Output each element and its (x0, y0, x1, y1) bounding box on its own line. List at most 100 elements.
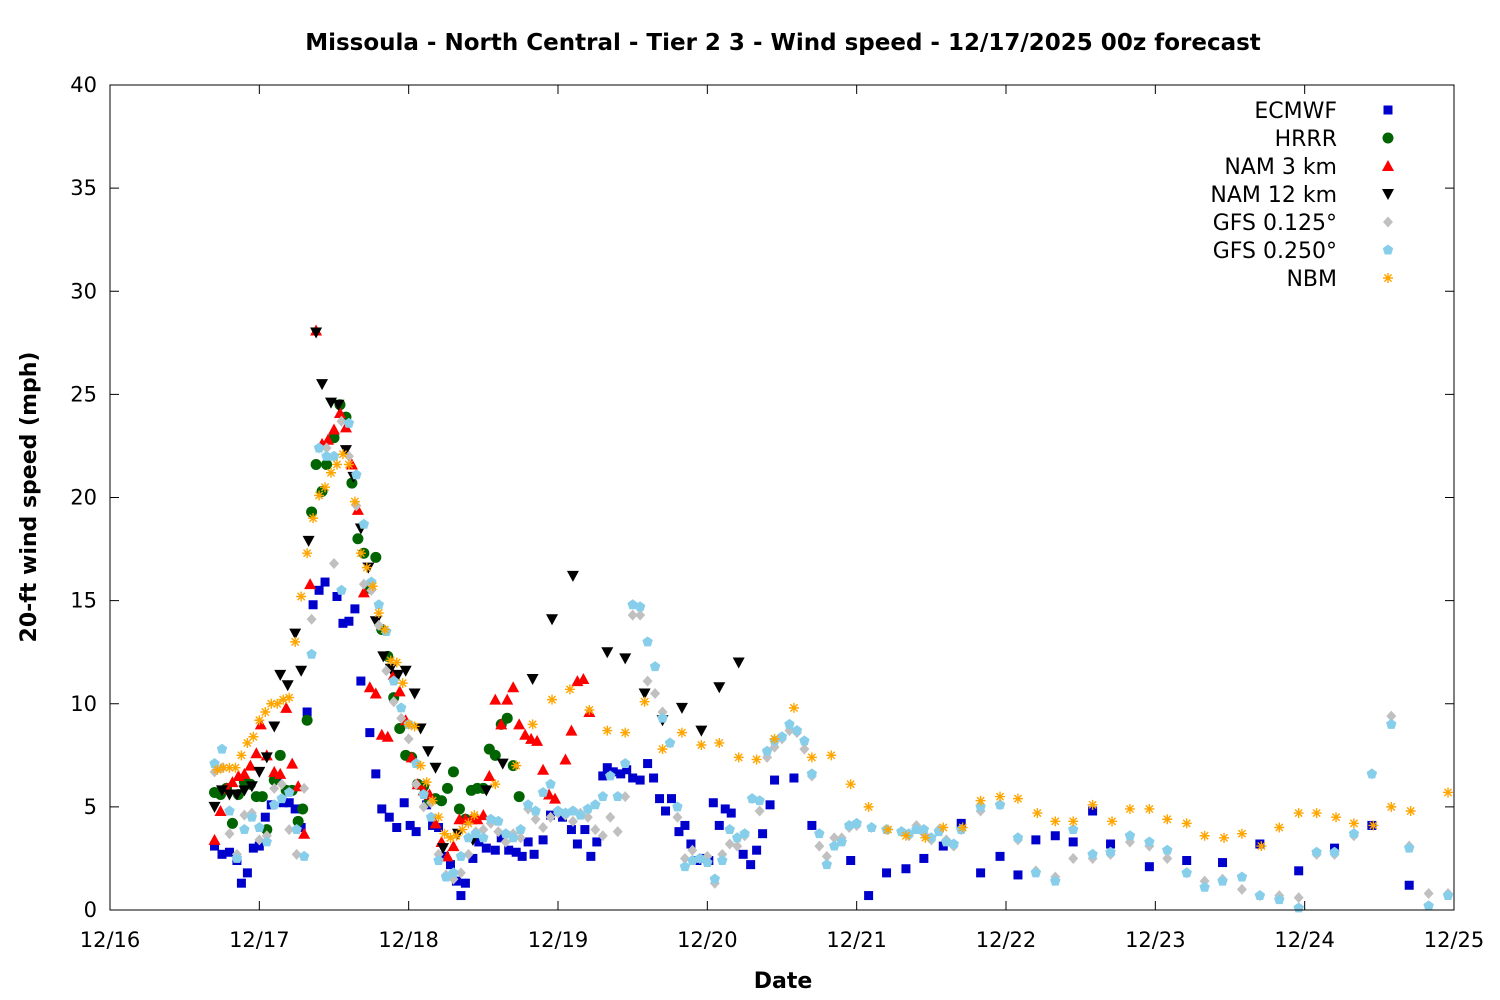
data-point (1423, 900, 1434, 911)
data-point (948, 838, 959, 849)
data-point (1256, 841, 1267, 852)
data-point (511, 847, 521, 857)
data-point (344, 616, 354, 626)
data-point (829, 840, 840, 851)
data-point (635, 609, 646, 621)
data-point (274, 749, 286, 761)
data-point (230, 762, 241, 773)
data-point (328, 423, 340, 435)
data-point (1032, 808, 1043, 819)
data-point (517, 851, 527, 861)
data-point (297, 803, 309, 815)
data-point (246, 811, 258, 822)
data-point (377, 804, 387, 814)
legend-label: NAM 3 km (1224, 155, 1337, 180)
data-point (328, 450, 340, 461)
data-point (343, 417, 355, 428)
data-point (314, 585, 324, 595)
data-point (1199, 881, 1210, 892)
data-point (408, 688, 421, 700)
data-point (1311, 808, 1322, 819)
legend-item: HRRR (1275, 127, 1394, 152)
data-point (453, 803, 465, 815)
data-point (480, 785, 493, 797)
data-point (218, 762, 229, 773)
data-point (336, 415, 347, 427)
data-point (478, 832, 489, 843)
data-point (1068, 816, 1079, 827)
data-point (863, 801, 874, 812)
data-point (565, 724, 578, 736)
data-point (754, 805, 765, 817)
data-point (527, 719, 538, 730)
data-point (254, 822, 265, 832)
data-point (1144, 803, 1155, 814)
data-point (501, 712, 513, 724)
data-point (1403, 842, 1415, 853)
data-point (577, 673, 590, 684)
data-point (370, 551, 382, 563)
data-point (814, 828, 825, 839)
data-point (373, 619, 384, 631)
data-point (799, 743, 810, 755)
data-point (363, 681, 376, 693)
data-point (1031, 835, 1041, 845)
data-point (938, 822, 949, 833)
data-point (283, 786, 295, 797)
data-point (217, 849, 227, 859)
data-point (642, 675, 653, 687)
legend-item: ECMWF (1254, 99, 1393, 124)
legend: ECMWF HRRR NAM 3 km NAM 12 km GFS 0.125° GFS … (1210, 99, 1394, 292)
data-point (1162, 814, 1173, 825)
data-point (529, 849, 539, 859)
data-point (900, 830, 911, 841)
data-point (1217, 875, 1228, 886)
data-point (493, 815, 504, 826)
data-point (316, 379, 329, 391)
data-point (845, 779, 856, 790)
data-point (866, 822, 877, 832)
data-point (1050, 875, 1061, 886)
data-point (552, 805, 564, 816)
data-point (602, 725, 613, 736)
data-point (284, 692, 295, 703)
data-point (261, 836, 273, 847)
data-point (302, 707, 312, 717)
legend-label: ECMWF (1254, 99, 1337, 124)
data-point (619, 653, 632, 665)
data-point (496, 833, 506, 843)
data-point (385, 655, 396, 666)
data-point (672, 811, 683, 823)
data-point (496, 758, 509, 770)
series-gfs-0-250- (209, 417, 1454, 913)
legend-label: NBM (1286, 267, 1337, 292)
axis-ticks: 0 5 10 15 20 25 30 35 40 12/16 12/17 12/18 12/19 12/2… (70, 73, 1484, 952)
data-point (274, 669, 287, 681)
data-point (649, 661, 661, 672)
data-point (495, 718, 508, 730)
data-point (373, 608, 384, 618)
data-point (616, 769, 626, 779)
data-point (1124, 803, 1135, 814)
data-point (612, 791, 623, 802)
data-point (284, 798, 294, 808)
data-point (515, 832, 526, 844)
data-point (1087, 848, 1098, 859)
data-point (448, 867, 459, 878)
data-point (575, 809, 586, 820)
data-point (761, 745, 773, 756)
data-point (411, 827, 421, 837)
data-point (638, 688, 651, 700)
data-point (302, 535, 315, 547)
data-point (336, 584, 347, 595)
data-point (411, 778, 422, 790)
data-point (590, 799, 601, 810)
data-point (666, 794, 676, 804)
data-point (620, 791, 631, 803)
data-point (956, 818, 966, 828)
data-point (395, 702, 407, 713)
data-point (1348, 828, 1360, 839)
data-point (608, 767, 618, 777)
data-point (367, 581, 378, 592)
